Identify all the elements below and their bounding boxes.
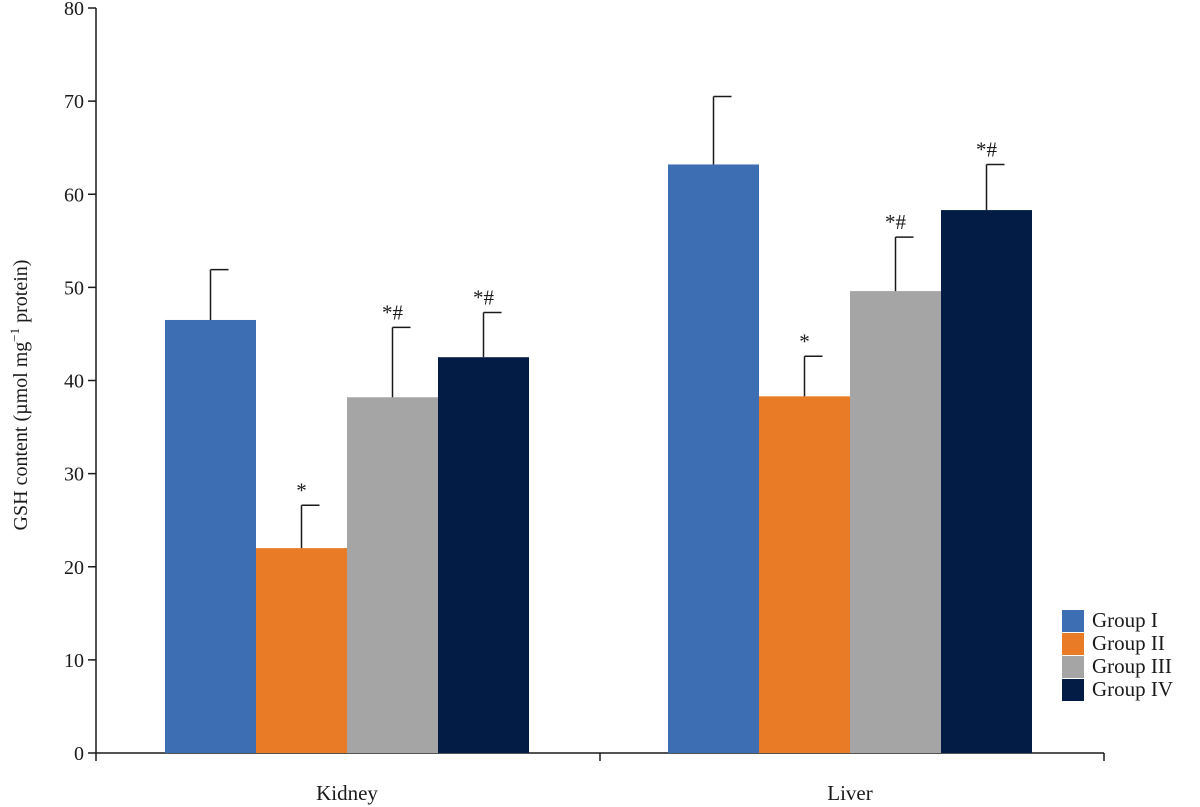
y-tick-label: 70 xyxy=(64,91,84,113)
legend-label: Group III xyxy=(1092,654,1172,678)
bar-liver-group-i xyxy=(668,164,759,753)
bar-kidney-group-iv xyxy=(438,357,529,753)
significance-marker: *# xyxy=(382,300,404,324)
y-axis-label-superscript: −1 xyxy=(7,328,22,342)
y-axis: 0 10 20 30 40 50 60 70 80 xyxy=(64,0,97,765)
x-axis: Kidney Liver xyxy=(95,752,1105,805)
significance-marker: *# xyxy=(885,210,907,234)
bar-liver-group-ii xyxy=(759,396,850,753)
legend-label: Group I xyxy=(1092,608,1158,632)
bar-kidney-group-ii xyxy=(256,548,347,753)
significance-marker: * xyxy=(799,329,810,353)
legend-label: Group IV xyxy=(1092,677,1173,701)
significance-marker: *# xyxy=(976,137,998,161)
x-category-label: Liver xyxy=(827,781,872,805)
bar-liver-group-iii xyxy=(850,291,941,753)
y-tick-label: 40 xyxy=(64,371,84,393)
error-bars xyxy=(209,95,1005,549)
y-tick-label: 0 xyxy=(74,743,84,765)
bars xyxy=(165,164,1032,754)
y-axis-label-suffix: protein) xyxy=(10,260,32,328)
bar-kidney-group-iii xyxy=(347,397,438,753)
y-tick-label: 10 xyxy=(64,650,84,672)
significance-labels: * *# *# * *# *# xyxy=(296,137,997,502)
legend-swatch xyxy=(1062,679,1084,701)
legend-swatch xyxy=(1062,633,1084,655)
legend-swatch xyxy=(1062,610,1084,632)
y-axis-label: GSH content (µmol mg−1 protein) xyxy=(7,260,32,531)
legend-swatch xyxy=(1062,656,1084,678)
y-tick-label: 80 xyxy=(64,0,84,20)
y-tick-label: 50 xyxy=(64,277,84,299)
significance-marker: * xyxy=(296,478,307,502)
y-axis-label-main: GSH content (µmol mg xyxy=(10,342,32,531)
y-tick-label: 30 xyxy=(64,464,84,486)
y-tick-label: 20 xyxy=(64,557,84,579)
significance-marker: *# xyxy=(473,286,495,310)
bar-kidney-group-i xyxy=(165,319,256,753)
legend-label: Group II xyxy=(1092,631,1165,655)
y-tick-label: 60 xyxy=(64,184,84,206)
bar-liver-group-iv xyxy=(941,210,1032,754)
x-category-label: Kidney xyxy=(316,781,378,805)
